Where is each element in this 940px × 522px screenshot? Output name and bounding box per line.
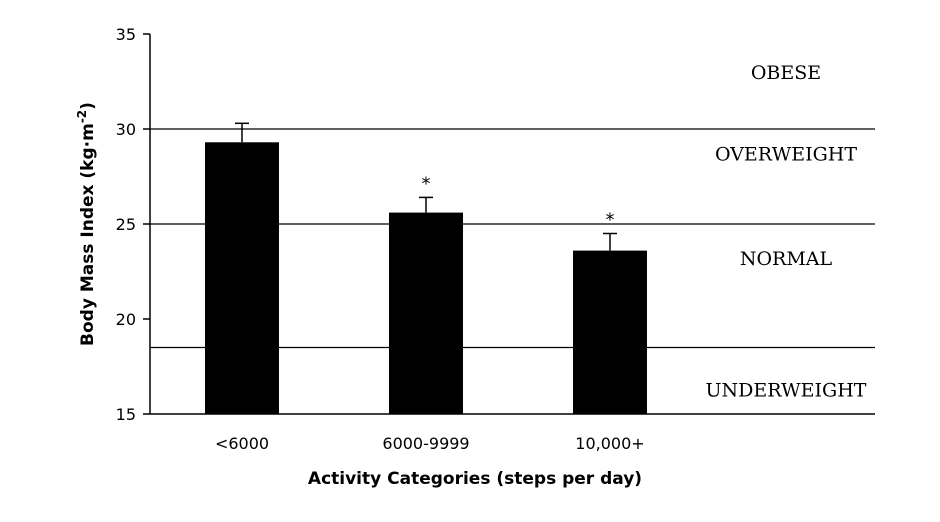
category-label: 10,000+ — [575, 434, 644, 453]
y-axis-title-dot: · — [78, 141, 98, 147]
zone-labels: OBESE OVERWEIGHT NORMAL UNDERWEIGHT — [706, 62, 867, 401]
zone-label: OBESE — [751, 62, 821, 84]
y-tick-label: 15 — [116, 405, 136, 424]
zone-label: UNDERWEIGHT — [706, 379, 867, 401]
y-tick-label: 30 — [116, 120, 136, 139]
zone-label: NORMAL — [740, 248, 833, 270]
y-tick-label: 25 — [116, 215, 136, 234]
significance-star: * — [606, 210, 615, 231]
y-axis-title-sup: -2 — [75, 110, 89, 123]
y-ticks: 15 20 25 30 35 — [116, 25, 150, 424]
zone-label: OVERWEIGHT — [715, 144, 857, 166]
bars-layer — [205, 142, 647, 415]
y-tick-label: 20 — [116, 310, 136, 329]
x-axis-title: Activity Categories (steps per day) — [308, 469, 642, 489]
category-label: <6000 — [215, 434, 269, 453]
category-label: 6000-9999 — [382, 434, 469, 453]
y-axis-title-main: Body Mass Index (kg — [78, 147, 98, 346]
bar — [389, 212, 463, 414]
y-axis-title-close: ) — [78, 102, 98, 110]
significance-markers: ** — [422, 173, 615, 230]
error-bars — [235, 122, 617, 251]
y-tick-label: 35 — [116, 25, 136, 44]
bar — [205, 142, 279, 415]
y-axis-title-unit: m — [78, 123, 98, 141]
threshold-lines — [150, 128, 875, 349]
bar — [573, 250, 647, 414]
category-labels: <6000 6000-9999 10,000+ — [215, 434, 645, 453]
significance-star: * — [422, 173, 431, 194]
y-axis-title: Body Mass Index (kg·m-2) — [75, 102, 98, 346]
